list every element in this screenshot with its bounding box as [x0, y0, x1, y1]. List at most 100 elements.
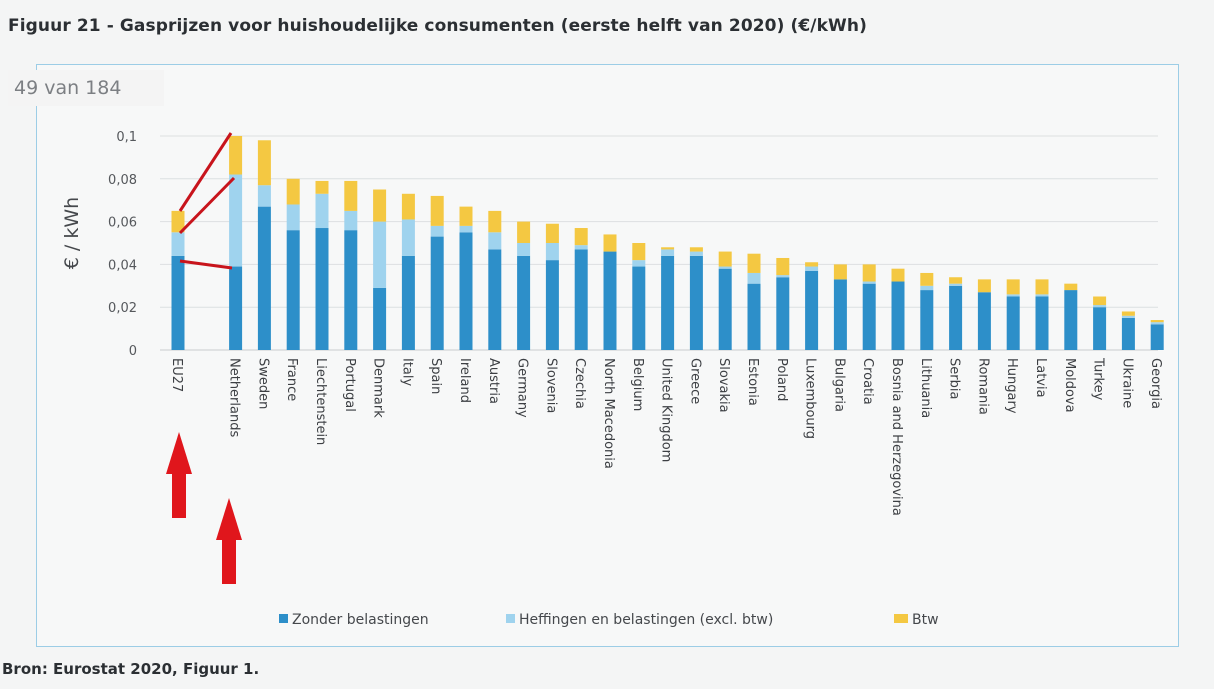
bar-segment-heffingen: [574, 245, 588, 250]
bar-segment-heffingen: [488, 232, 502, 250]
annotation-line-btw: [178, 132, 233, 212]
bar-segment-heffingen: [1121, 315, 1135, 318]
category-label: Ireland: [457, 358, 472, 403]
category-label: North Macedonia: [601, 358, 616, 469]
category-label: Hungary: [1004, 358, 1019, 414]
bar-segment-zonder: [747, 283, 761, 350]
category-label: Estonia: [745, 358, 760, 406]
bar-segment-zonder: [373, 287, 387, 350]
red-arrow-up-icon: [216, 498, 242, 584]
bars: [171, 136, 1164, 350]
bar-segment-btw: [689, 247, 703, 252]
bar-segment-btw: [459, 206, 473, 226]
category-label: Bosnia and Herzegovina: [889, 358, 904, 516]
bar-segment-heffingen: [718, 266, 732, 269]
bar-segment-btw: [1121, 311, 1135, 316]
bar-segment-zonder: [689, 255, 703, 350]
bar-segment-heffingen: [459, 225, 473, 233]
bar-segment-zonder: [488, 249, 502, 350]
category-label: Turkey: [1091, 357, 1106, 401]
bar-segment-btw: [805, 262, 819, 267]
bar-segment-heffingen: [344, 210, 358, 231]
red-arrow-up-icon: [166, 432, 192, 518]
category-label: Latvia: [1033, 358, 1048, 398]
bar-segment-zonder: [718, 268, 732, 350]
bar-segment-btw: [949, 277, 963, 284]
bar-segment-zonder: [920, 290, 934, 350]
y-tick-label: 0,08: [108, 173, 137, 188]
bar-segment-heffingen: [517, 243, 531, 256]
bar-segment-btw: [920, 272, 934, 286]
legend-swatch-zonder: [279, 614, 288, 623]
bar-segment-zonder: [603, 251, 617, 350]
bar-segment-heffingen: [747, 272, 761, 284]
bar-segment-btw: [488, 210, 502, 233]
bar-segment-btw: [517, 221, 531, 243]
bar-segment-btw: [603, 234, 617, 252]
bar-segment-btw: [661, 247, 675, 250]
bar-segment-heffingen: [920, 285, 934, 291]
bar-segment-zonder: [776, 277, 790, 350]
bar-segment-zonder: [171, 255, 185, 350]
bar-segment-btw: [862, 264, 876, 282]
bar-segment-btw: [1006, 279, 1020, 295]
bar-segment-heffingen: [373, 221, 387, 288]
bar-segment-zonder: [1035, 296, 1049, 350]
bar-segment-zonder: [1150, 324, 1164, 350]
category-label: Belgium: [630, 358, 645, 411]
bar-segment-btw: [545, 223, 559, 243]
bar-segment-heffingen: [862, 281, 876, 284]
bar-segment-btw: [776, 257, 790, 276]
bar-segment-zonder: [632, 266, 646, 350]
category-label: Romania: [975, 358, 990, 415]
y-axis-label: € / kWh: [61, 197, 83, 269]
bar-segment-heffingen: [315, 193, 329, 229]
bar-segment-heffingen: [430, 225, 444, 237]
category-label: Georgia: [1148, 358, 1163, 409]
bar-segment-heffingen: [286, 204, 300, 231]
legend-swatch-heffingen: [506, 614, 515, 623]
bar-segment-zonder: [286, 230, 300, 350]
source-note: Bron: Eurostat 2020, Figuur 1.: [2, 660, 260, 678]
bar-segment-heffingen: [949, 283, 963, 286]
bar-segment-btw: [344, 180, 358, 211]
bar-segment-btw: [257, 140, 271, 186]
bar-segment-btw: [229, 136, 243, 175]
bar-segment-zonder: [1093, 307, 1107, 350]
bar-segment-heffingen: [1035, 294, 1049, 297]
bar-segment-heffingen: [661, 249, 675, 256]
bar-segment-btw: [833, 264, 847, 280]
bar-segment-zonder: [1006, 296, 1020, 350]
category-label: Ukraine: [1119, 358, 1134, 408]
category-label: Denmark: [371, 358, 386, 418]
red-annotations: [166, 132, 242, 584]
bar-segment-zonder: [977, 292, 991, 350]
bar-segment-zonder: [1121, 317, 1135, 350]
bar-segment-heffingen: [401, 219, 415, 256]
legend-label-heffingen: Heffingen en belastingen (excl. btw): [519, 612, 773, 628]
category-label: Austria: [486, 358, 501, 404]
bar-segment-heffingen: [805, 266, 819, 271]
category-label: France: [284, 358, 299, 401]
bar-segment-zonder: [833, 279, 847, 350]
bar-segment-zonder: [862, 283, 876, 350]
category-label: Italy: [399, 358, 414, 387]
category-labels: EU27 Netherlands Sweden France Liechtenstein…: [169, 357, 1163, 516]
bar-segment-zonder: [459, 232, 473, 350]
category-label: Sweden: [255, 358, 270, 409]
bar-segment-btw: [1064, 283, 1078, 291]
bar-segment-zonder: [891, 281, 905, 350]
bar-segment-zonder: [229, 266, 243, 350]
bar-segment-btw: [747, 253, 761, 273]
category-label: Croatia: [860, 358, 875, 405]
bar-segment-heffingen: [1006, 294, 1020, 297]
bar-segment-zonder: [315, 228, 329, 350]
bar-segment-heffingen: [1093, 305, 1107, 308]
bar-segment-heffingen: [776, 275, 790, 278]
category-label: Germany: [515, 358, 530, 418]
y-tick-labels: 0 0,02 0,04 0,06 0,08 0,1: [108, 130, 137, 359]
bar-segment-heffingen: [257, 185, 271, 207]
category-label: Spain: [428, 358, 443, 394]
bar-segment-btw: [286, 178, 300, 205]
